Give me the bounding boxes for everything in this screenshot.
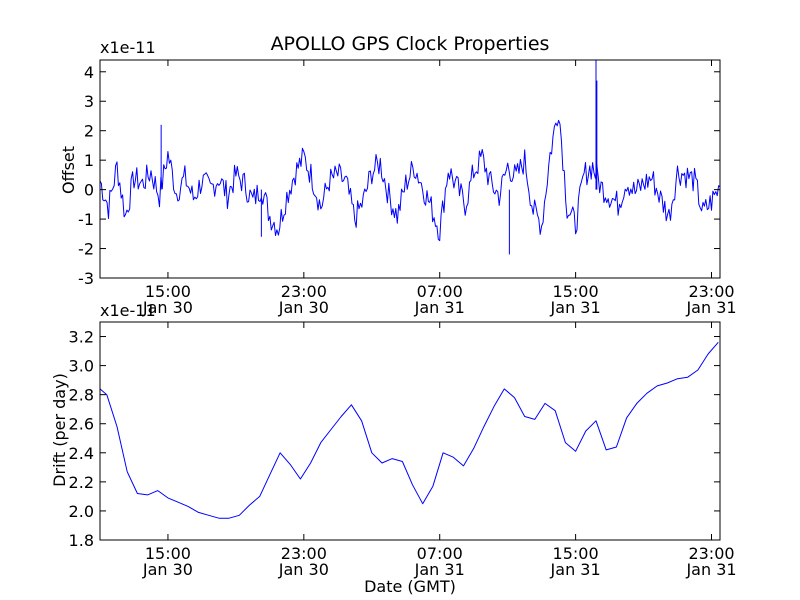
- y-tick-label: 2.6: [69, 415, 94, 434]
- x-tick-time-label: 23:00: [281, 544, 327, 563]
- y-tick-label: -3: [78, 269, 94, 288]
- x-tick-time-label: 23:00: [688, 282, 734, 301]
- figure-title: APOLLO GPS Clock Properties: [271, 33, 550, 55]
- offset-ylabel: Offset: [59, 146, 78, 194]
- x-tick-date-label: Jan 31: [685, 560, 736, 579]
- y-tick-label: -1: [78, 210, 94, 229]
- drift-axes-frame: [99, 321, 721, 541]
- x-tick-time-label: 23:00: [281, 282, 327, 301]
- x-tick-date-label: Jan 30: [278, 298, 329, 317]
- y-tick-label: 2.4: [69, 444, 94, 463]
- y-tick-label: 3.0: [69, 357, 94, 376]
- offset-multiplier-label: x1e-11: [100, 38, 156, 57]
- x-tick-date-label: Jan 31: [414, 560, 465, 579]
- x-tick-time-label: 23:00: [688, 544, 734, 563]
- drift-axes: x1e-11 Drift (per day) Date (GMT) 1.8 2.0…: [50, 301, 737, 596]
- y-tick-label: 0: [84, 181, 94, 200]
- x-tick-date-label: Jan 31: [685, 298, 736, 317]
- offset-series-line: [100, 119, 720, 242]
- y-tick-label: 2.8: [69, 386, 94, 405]
- y-tick-label: -2: [78, 240, 94, 259]
- y-tick-label: 1: [84, 151, 94, 170]
- y-tick-label: 2: [84, 122, 94, 141]
- drift-y-ticks: 1.8 2.0 2.2 2.4 2.6 2.8 3.0 3.2: [69, 328, 720, 550]
- x-tick-date-label: Jan 31: [550, 298, 601, 317]
- y-tick-label: 2.2: [69, 473, 94, 492]
- x-tick-time-label: 07:00: [417, 544, 463, 563]
- x-tick-date-label: Jan 30: [278, 560, 329, 579]
- offset-axes-frame: [99, 59, 721, 279]
- y-tick-label: 2.0: [69, 502, 94, 521]
- x-tick-time-label: 15:00: [145, 282, 191, 301]
- x-tick-date-label: Jan 30: [142, 560, 193, 579]
- y-tick-label: 3.2: [69, 328, 94, 347]
- x-tick-time-label: 15:00: [553, 282, 599, 301]
- drift-ylabel: Drift (per day): [50, 373, 69, 487]
- drift-plot-area: [100, 341, 719, 519]
- offset-plot-area: [100, 60, 720, 255]
- y-tick-label: 1.8: [69, 531, 94, 550]
- x-tick-time-label: 15:00: [553, 544, 599, 563]
- x-tick-date-label: Jan 30: [142, 298, 193, 317]
- x-tick-time-label: 15:00: [145, 544, 191, 563]
- x-tick-date-label: Jan 31: [550, 560, 601, 579]
- offset-y-ticks: -3 -2 -1 0 1 2 3 4: [78, 63, 720, 288]
- drift-series-line: [100, 341, 719, 519]
- x-tick-time-label: 07:00: [417, 282, 463, 301]
- drift-multiplier-label: x1e-11: [100, 301, 156, 320]
- y-tick-label: 4: [84, 63, 94, 82]
- drift-xlabel: Date (GMT): [364, 577, 456, 596]
- y-tick-label: 3: [84, 92, 94, 111]
- x-tick-date-label: Jan 31: [414, 298, 465, 317]
